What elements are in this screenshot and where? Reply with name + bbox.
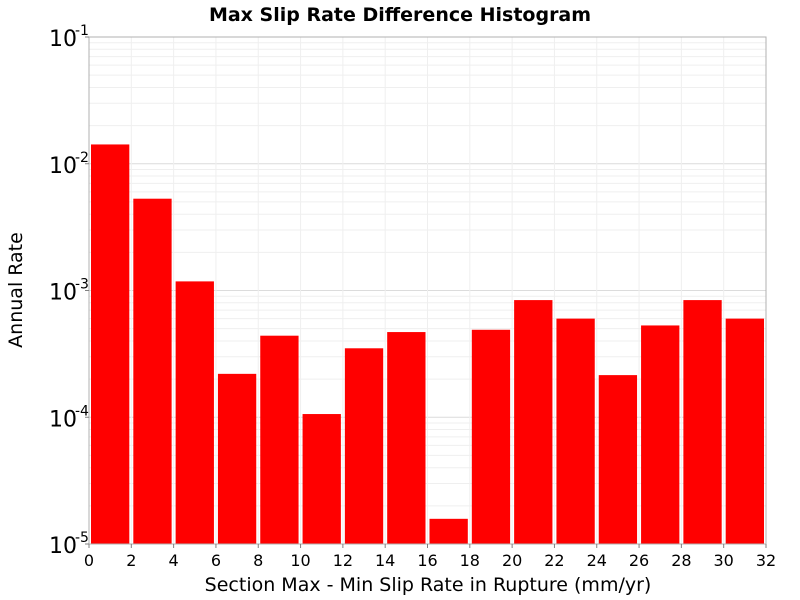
y-tick-label-base: 10 — [49, 281, 77, 306]
y-tick-label-exponent: -2 — [75, 150, 89, 166]
histogram-bar — [91, 144, 130, 544]
histogram-bar — [133, 198, 172, 544]
y-axis-label: Annual Rate — [5, 232, 27, 348]
x-tick-label: 28 — [671, 551, 691, 570]
histogram-bar — [217, 373, 257, 544]
histogram-bar — [429, 518, 468, 544]
y-tick-label-exponent: -5 — [75, 530, 89, 546]
histogram-bar — [683, 300, 722, 544]
histogram-bar — [302, 414, 341, 544]
y-tick-label-exponent: -3 — [75, 277, 89, 293]
x-axis-label: Section Max - Min Slip Rate in Rupture (… — [205, 574, 652, 596]
y-axis-ticks: 10-110-210-310-410-5 — [49, 23, 89, 559]
histogram-bar — [471, 329, 511, 544]
x-tick-label: 12 — [333, 551, 353, 570]
chart-title: Max Slip Rate Difference Histogram — [209, 4, 591, 26]
x-tick-label: 30 — [714, 551, 734, 570]
y-tick-label-base: 10 — [49, 27, 77, 52]
x-tick-label: 10 — [290, 551, 310, 570]
histogram-bar — [175, 281, 214, 544]
x-axis-ticks: 0 2 4 6 8 10 12 14 16 18 20 22 24 26 28 30 32 — [84, 544, 776, 570]
histogram-bar — [344, 348, 384, 544]
x-tick-label: 14 — [375, 551, 395, 570]
x-tick-label: 32 — [756, 551, 776, 570]
y-tick-label-exponent: -1 — [75, 23, 89, 39]
x-tick-label: 6 — [211, 551, 221, 570]
x-tick-label: 2 — [126, 551, 136, 570]
x-tick-label: 18 — [460, 551, 480, 570]
histogram-bar — [260, 335, 299, 544]
y-tick-label-base: 10 — [49, 154, 77, 179]
histogram-bar — [725, 318, 764, 544]
histogram-bar — [514, 300, 553, 544]
x-tick-label: 26 — [629, 551, 649, 570]
x-tick-label: 24 — [587, 551, 607, 570]
bars — [91, 144, 764, 544]
x-tick-label: 16 — [417, 551, 437, 570]
y-tick-label-exponent: -4 — [75, 403, 89, 419]
x-tick-label: 8 — [253, 551, 263, 570]
x-tick-label: 20 — [502, 551, 522, 570]
x-tick-label: 22 — [544, 551, 564, 570]
histogram-bar — [598, 375, 638, 544]
histogram-bar — [641, 325, 680, 544]
histogram-bar — [387, 332, 426, 544]
y-tick-label-base: 10 — [49, 534, 77, 559]
y-tick-label-base: 10 — [49, 407, 77, 432]
x-tick-label: 4 — [169, 551, 179, 570]
x-tick-label: 0 — [84, 551, 94, 570]
histogram-bar — [556, 318, 595, 544]
